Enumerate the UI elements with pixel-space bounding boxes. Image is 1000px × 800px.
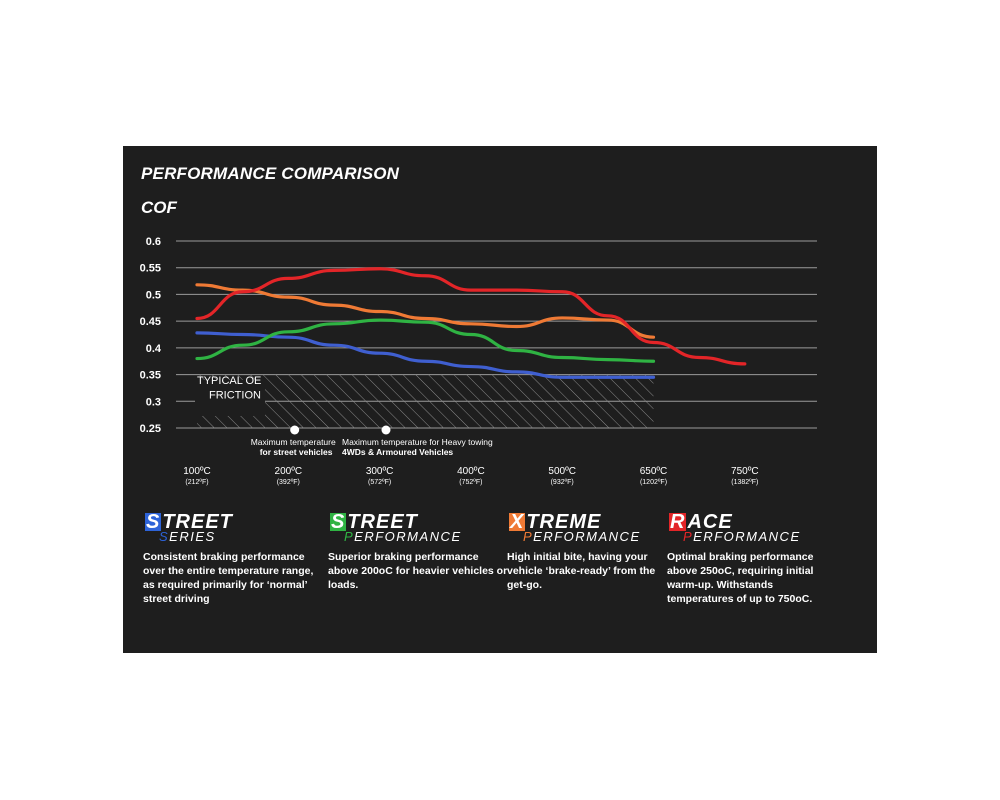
logo-sub-cap: P bbox=[683, 529, 694, 544]
x-tick-label: 400ºC bbox=[457, 466, 485, 477]
x-tick-sublabel: (212ºF) bbox=[185, 479, 208, 486]
marker-label: Maximum temperature for Heavy towing bbox=[342, 437, 493, 447]
logo-word: TREME bbox=[526, 511, 602, 533]
x-tick-sublabel: (752ºF) bbox=[459, 479, 482, 486]
x-tick-sublabel: (1382ºF) bbox=[731, 479, 758, 486]
legend-xtreme-performance: X TREME PERFORMANCE High initial bite, ha… bbox=[507, 510, 667, 592]
series-line bbox=[195, 318, 656, 363]
chart-plot: TYPICAL OE FRICTION Maximum temperaturefo… bbox=[140, 236, 817, 486]
legend-street-performance: S TREET PERFORMANCE Superior braking perf… bbox=[328, 510, 508, 592]
x-tick-label: 750ºC bbox=[731, 466, 759, 477]
x-tick-sublabel: (572ºF) bbox=[368, 479, 391, 486]
y-tick-label: 0.3 bbox=[146, 396, 161, 408]
y-tick-label: 0.5 bbox=[146, 289, 161, 301]
logo-sub-word: ERFORMANCE bbox=[354, 529, 462, 544]
legend-description: Superior braking performance above 200oC… bbox=[328, 551, 508, 591]
street-performance-logo: S TREET PERFORMANCE bbox=[328, 510, 508, 544]
oe-label: TYPICAL OE bbox=[197, 375, 261, 387]
race-performance-logo: R ACE PERFORMANCE bbox=[667, 510, 839, 544]
legend-description: Consistent braking performance over the … bbox=[143, 551, 314, 605]
y-axis-title: COF bbox=[141, 198, 177, 217]
x-tick-sublabel: (392ºF) bbox=[277, 479, 300, 486]
logo-cap: S bbox=[145, 511, 162, 533]
oe-label-backdrop bbox=[195, 379, 265, 416]
chart-title: PERFORMANCE COMPARISON bbox=[141, 164, 400, 183]
marker-label: 4WDs & Armoured Vehicles bbox=[342, 447, 453, 457]
logo-word: TREET bbox=[347, 511, 418, 533]
y-tick-label: 0.55 bbox=[140, 263, 161, 275]
x-tick-label: 650ºC bbox=[640, 466, 668, 477]
xtreme-performance-logo: X TREME PERFORMANCE bbox=[507, 510, 667, 544]
logo-word: ACE bbox=[687, 511, 733, 533]
x-tick-label: 300ºC bbox=[366, 466, 394, 477]
logo-sub-cap: P bbox=[523, 529, 534, 544]
y-tick-label: 0.35 bbox=[140, 370, 161, 382]
series-line bbox=[195, 283, 656, 339]
oe-label: FRICTION bbox=[209, 390, 261, 402]
marker-label: for street vehicles bbox=[260, 447, 333, 457]
logo-sub-cap: S bbox=[159, 529, 170, 544]
legend-description: High initial bite, having your vehicle ‘… bbox=[507, 551, 656, 591]
logo-sub-word: ERFORMANCE bbox=[533, 529, 641, 544]
y-tick-label: 0.45 bbox=[140, 316, 161, 328]
x-tick-sublabel: (1202ºF) bbox=[640, 479, 667, 486]
series-line bbox=[195, 331, 656, 379]
x-tick-sublabel: (932ºF) bbox=[551, 479, 574, 486]
marker-dot bbox=[290, 425, 300, 435]
y-tick-label: 0.6 bbox=[146, 236, 161, 248]
series-line bbox=[195, 267, 747, 366]
street-series-logo: S TREET SERIES bbox=[143, 510, 323, 544]
y-tick-label: 0.25 bbox=[140, 423, 161, 435]
marker-dot bbox=[381, 425, 391, 435]
x-tick-label: 500ºC bbox=[548, 466, 576, 477]
legend-street-series: S TREET SERIES Consistent braking perform… bbox=[143, 510, 323, 606]
logo-cap: S bbox=[330, 511, 347, 533]
y-tick-label: 0.4 bbox=[146, 343, 162, 355]
x-tick-label: 200ºC bbox=[275, 466, 303, 477]
logo-sub-word: ERIES bbox=[169, 529, 216, 544]
logo-cap: R bbox=[669, 511, 687, 533]
logo-cap: X bbox=[509, 511, 526, 533]
legend-race-performance: R ACE PERFORMANCE Optimal braking perform… bbox=[667, 510, 839, 606]
legend-description: Optimal braking performance above 250oC,… bbox=[667, 551, 814, 605]
x-tick-label: 100ºC bbox=[183, 466, 211, 477]
logo-word: TREET bbox=[162, 511, 233, 533]
logo-sub-word: ERFORMANCE bbox=[693, 529, 801, 544]
chart-panel: PERFORMANCE COMPARISON COF TYPICAL OE FRI… bbox=[123, 146, 877, 653]
oe-friction-band bbox=[197, 374, 654, 428]
logo-sub-cap: P bbox=[344, 529, 355, 544]
marker-label: Maximum temperature bbox=[251, 437, 336, 447]
